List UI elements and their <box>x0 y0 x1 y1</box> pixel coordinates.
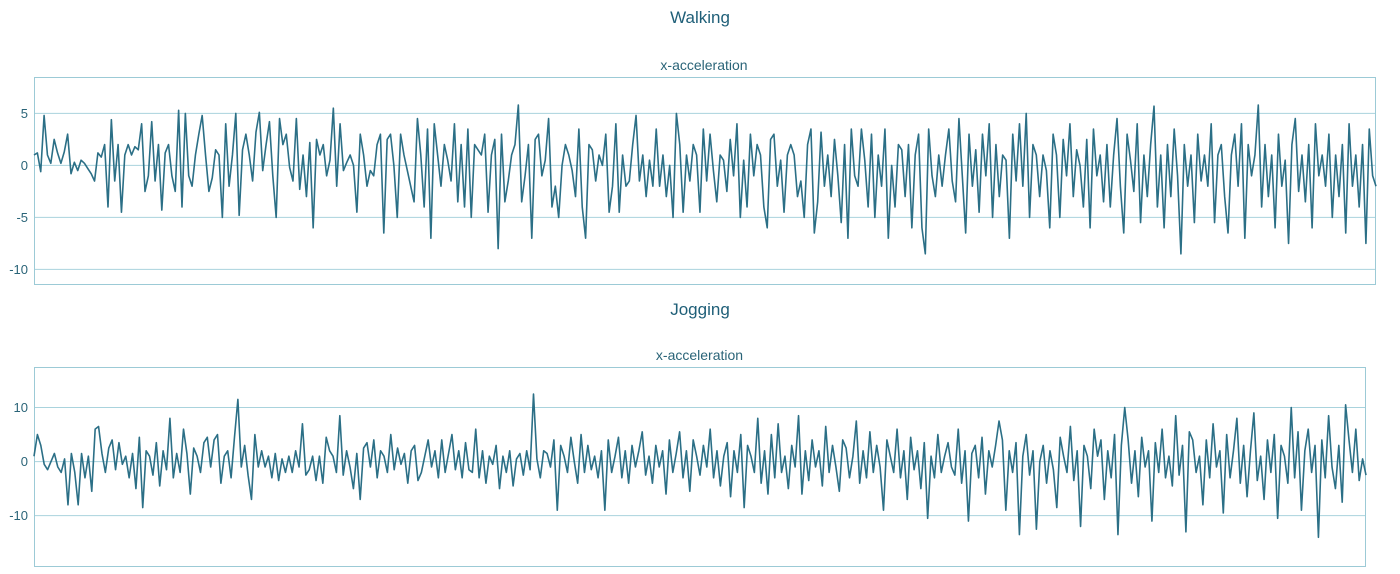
series-line-jogging <box>33 393 1367 539</box>
y-tick-label-walking-1: 0 <box>21 158 28 173</box>
plot-frame-walking <box>34 77 1376 285</box>
y-tick-label-walking-2: -5 <box>16 210 28 225</box>
plot-jogging: 10 0 -10 <box>9 367 1367 567</box>
panel-title-jogging: x-acceleration <box>655 347 744 363</box>
y-tick-label-jogging-1: 0 <box>21 454 28 469</box>
series-line-walking <box>33 104 1377 255</box>
y-tick-label-jogging-2: -10 <box>9 508 28 523</box>
figure-title-walking: Walking <box>670 8 730 27</box>
plot-frame-jogging <box>34 367 1366 567</box>
y-tick-label-walking-3: -10 <box>9 262 28 277</box>
panel-title-walking: x-acceleration <box>660 57 748 73</box>
y-tick-label-walking-0: 5 <box>21 106 28 121</box>
plot-walking: 5 0 -5 -10 <box>9 77 1377 285</box>
figure-title-jogging: Jogging <box>670 300 730 319</box>
y-tick-label-jogging-0: 10 <box>14 400 28 415</box>
